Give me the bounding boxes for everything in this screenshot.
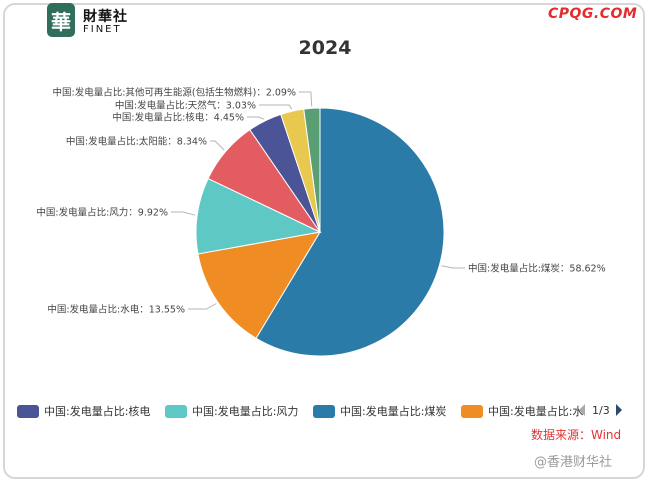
legend-item[interactable]: 中国:发电量占比:风力 [165, 403, 298, 419]
footer-credit: @香港财华社 [534, 455, 613, 470]
logo-name-en: FINET [83, 24, 122, 35]
legend-next-page-icon[interactable] [614, 403, 624, 417]
site-watermark: CPQG.COM [548, 6, 638, 22]
leader-line [188, 303, 217, 310]
legend-page-indicator: 1/3 [592, 404, 610, 417]
pie-slice[interactable] [255, 107, 445, 357]
slice-data-label: 中国:发电量占比:天然气：3.03% [115, 100, 256, 112]
pie-slice[interactable] [195, 177, 322, 255]
leader-line [259, 104, 293, 110]
logo-seal-icon: 華 [47, 3, 75, 37]
legend-label: 中国:发电量占比:风力 [192, 405, 299, 418]
legend-swatch [313, 404, 335, 418]
data-labels: 中国:发电量占比:煤炭：58.62% 中国:发电量占比:水电：13.55% 中国:发… [36, 87, 605, 316]
chart-title: 2024 [298, 37, 352, 59]
leader-line [441, 265, 465, 269]
leader-lines [171, 91, 465, 310]
legend-label: 中国:发电量占比:核电 [44, 405, 151, 418]
slice-data-label: 中国:发电量占比:风力：9.92% [36, 207, 168, 219]
legend-item[interactable]: 中国:发电量占比:煤炭 [313, 403, 446, 419]
pie-slice[interactable] [303, 107, 321, 233]
leader-line [247, 116, 265, 120]
legend-swatch [461, 404, 483, 418]
pie-slice[interactable] [197, 231, 321, 339]
legend-item[interactable]: 中国:发电量占比:水电 [461, 403, 584, 419]
pie-slices [195, 107, 445, 357]
slice-data-label: 中国:发电量占比:水电：13.55% [47, 304, 185, 316]
slice-data-label: 中国:发电量占比:煤炭：58.62% [468, 263, 606, 275]
legend-prev-page-icon[interactable] [577, 403, 587, 417]
slice-data-label: 中国:发电量占比:其他可再生能源(包括生物燃料)：2.09% [53, 87, 297, 99]
legend-item[interactable]: 中国:发电量占比:核电 [17, 403, 150, 419]
legend-label: 中国:发电量占比:煤炭 [340, 405, 447, 418]
leader-line [299, 91, 313, 107]
legend-label: 中国:发电量占比:水电 [488, 405, 584, 418]
legend-swatch [17, 404, 39, 418]
source-note: 数据来源：Wind [531, 428, 622, 442]
slice-data-label: 中国:发电量占比:核电：4.45% [112, 112, 244, 124]
logo-name-cn: 財華社 [83, 9, 128, 25]
finet-logo: 華 財華社 FINET [47, 3, 157, 39]
leader-line [210, 140, 225, 151]
legend-swatch [165, 404, 187, 418]
leader-line [171, 211, 196, 216]
slice-data-label: 中国:发电量占比:太阳能：8.34% [66, 136, 207, 148]
chart-legend: 中国:发电量占比:核电 中国:发电量占比:风力 中国:发电量占比:煤炭 中国:发电量占… [17, 403, 617, 421]
